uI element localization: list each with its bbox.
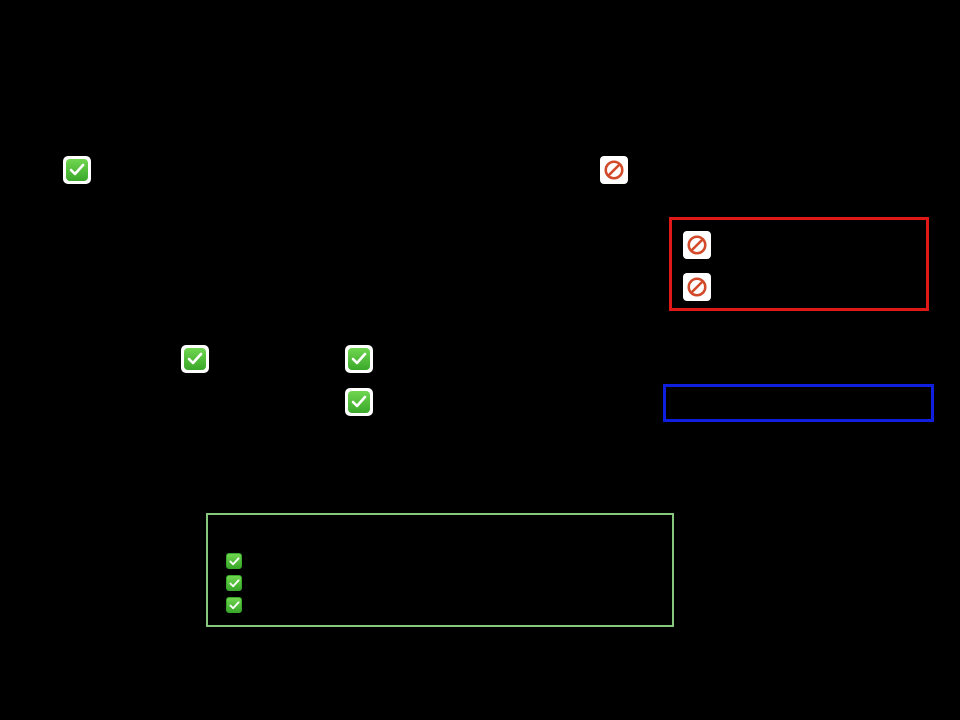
check-small-icon xyxy=(226,597,242,613)
green-callout-box xyxy=(206,513,674,627)
check-icon xyxy=(345,388,373,416)
check-icon xyxy=(345,345,373,373)
red-callout-box xyxy=(669,217,929,311)
diagram-stage xyxy=(0,0,960,720)
ban-icon xyxy=(600,156,628,184)
green-box-checklist xyxy=(226,553,242,619)
check-icon xyxy=(63,156,91,184)
check-small-icon xyxy=(226,553,242,569)
blue-callout-box xyxy=(663,384,934,422)
check-small-icon xyxy=(226,575,242,591)
check-icon xyxy=(181,345,209,373)
